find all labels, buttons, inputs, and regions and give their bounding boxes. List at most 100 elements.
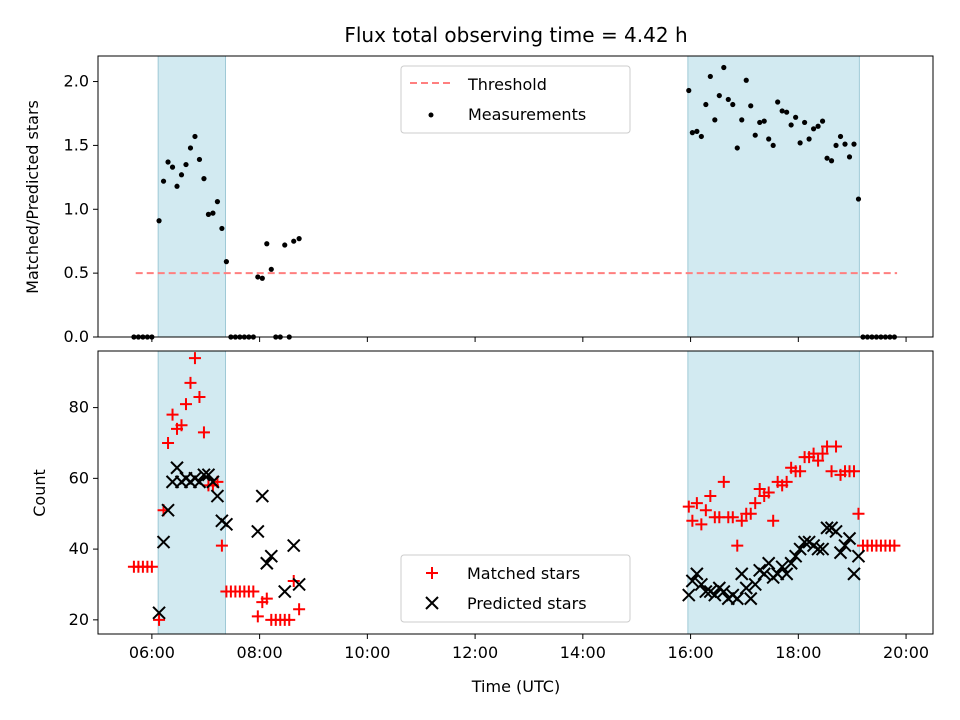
- predicted-star-point: [708, 588, 722, 602]
- predicted-star-point: [206, 475, 220, 489]
- measurement-point: [837, 133, 844, 140]
- matched-star-point: [717, 475, 730, 488]
- bottom-axes-frame: [97, 350, 934, 635]
- measurement-point: [739, 117, 745, 123]
- measurement-point: [694, 128, 700, 134]
- predicted-star-point: [784, 556, 798, 570]
- x-tick-label: 20:00: [883, 643, 929, 662]
- measurements-legend-label: Measurements: [468, 105, 586, 124]
- measurement-point: [205, 211, 212, 217]
- x-tick-label: 10:00: [344, 643, 390, 662]
- measurement-point: [784, 109, 790, 115]
- predicted-star-point: [287, 538, 301, 553]
- matched-star-point: [686, 514, 699, 527]
- measurement-point: [201, 176, 207, 182]
- threshold-legend-label: Threshold: [467, 75, 547, 94]
- predicted-star-point: [210, 489, 225, 503]
- measurement-point: [296, 236, 302, 242]
- predicted-star-point: [847, 567, 861, 581]
- predicted-star-point: [251, 524, 265, 539]
- predicted-star-point: [156, 535, 171, 549]
- matched-star-point: [283, 613, 296, 626]
- measurement-point: [810, 126, 817, 132]
- measurement-point: [846, 154, 853, 160]
- measurement-point: [725, 96, 731, 103]
- measurement-point: [752, 132, 758, 138]
- matched-star-point: [816, 447, 829, 460]
- measurement-point: [793, 114, 799, 120]
- measurement-point: [156, 218, 162, 224]
- matched-star-point: [852, 507, 865, 520]
- matched-star-point: [830, 440, 843, 453]
- predicted-star-point: [717, 584, 731, 599]
- matched-star-point: [762, 486, 775, 499]
- measurement-point: [282, 242, 288, 248]
- matched-legend-marker: [426, 567, 438, 579]
- predicted-star-point: [757, 567, 771, 581]
- matched-star-point: [184, 376, 197, 389]
- measurement-point: [757, 119, 763, 126]
- predicted-star-point: [739, 581, 753, 595]
- measurement-point: [824, 155, 830, 161]
- measurement-point: [268, 266, 274, 272]
- predicted-star-point: [815, 542, 830, 556]
- measurement-point: [819, 118, 826, 124]
- measurement-point: [734, 145, 740, 151]
- y-tick-label: 80: [69, 398, 89, 417]
- matched-star-point: [690, 497, 703, 510]
- matched-star-point: [731, 539, 744, 552]
- matched-star-point: [767, 514, 780, 527]
- measurement-point: [223, 259, 229, 265]
- y-tick-label: 60: [69, 468, 89, 487]
- predicted-legend-label: Predicted stars: [467, 594, 587, 613]
- measurement-point: [842, 141, 848, 147]
- measurement-point: [828, 158, 835, 164]
- matched-star-point: [260, 592, 273, 605]
- predicted-star-point: [820, 521, 834, 535]
- measurement-point: [183, 161, 189, 168]
- matched-star-point: [699, 504, 712, 517]
- y-tick-label: 20: [69, 610, 89, 629]
- predicted-star-point: [735, 567, 749, 581]
- predicted-star-point: [748, 577, 762, 592]
- measurement-point: [291, 238, 297, 244]
- matched-star-point: [162, 436, 175, 449]
- measurement-point: [716, 92, 722, 99]
- observing-interval-band: [687, 55, 860, 338]
- predicted-star-point: [833, 545, 848, 560]
- predicted-star-point: [851, 549, 866, 563]
- predicted-star-point: [152, 606, 166, 620]
- bottom-y-axis-label: Count: [30, 469, 49, 517]
- measurement-point: [855, 196, 862, 202]
- measurement-point: [703, 101, 709, 108]
- matched-star-point: [744, 507, 757, 520]
- matched-star-point: [215, 539, 228, 552]
- measurement-point: [214, 199, 221, 205]
- measurement-point: [743, 77, 749, 83]
- measurement-point: [766, 136, 772, 142]
- x-tick-label: 06:00: [129, 643, 175, 662]
- x-tick-label: 14:00: [560, 643, 606, 662]
- measurement-point: [210, 210, 216, 216]
- matched-star-point: [704, 490, 717, 503]
- predicted-star-point: [775, 560, 789, 574]
- predicted-star-point: [292, 577, 306, 592]
- measurement-point: [833, 142, 839, 149]
- measurement-point: [165, 159, 171, 165]
- matched-star-point: [682, 500, 695, 513]
- matched-star-point: [749, 497, 762, 510]
- matched-star-point: [145, 560, 158, 573]
- matched-star-point: [825, 465, 838, 478]
- matched-star-point: [735, 514, 748, 527]
- matched-star-point: [193, 390, 206, 403]
- matched-star-point: [794, 465, 807, 478]
- measurement-point: [160, 178, 167, 184]
- predicted-star-point: [690, 567, 704, 581]
- measurement-point: [174, 183, 180, 189]
- matched-star-point: [175, 419, 188, 432]
- x-axis-label: Time (UTC): [471, 677, 560, 696]
- predicted-star-point: [797, 535, 812, 549]
- matched-star-point: [188, 352, 201, 365]
- measurement-point: [770, 142, 776, 149]
- matched-star-point: [179, 398, 192, 411]
